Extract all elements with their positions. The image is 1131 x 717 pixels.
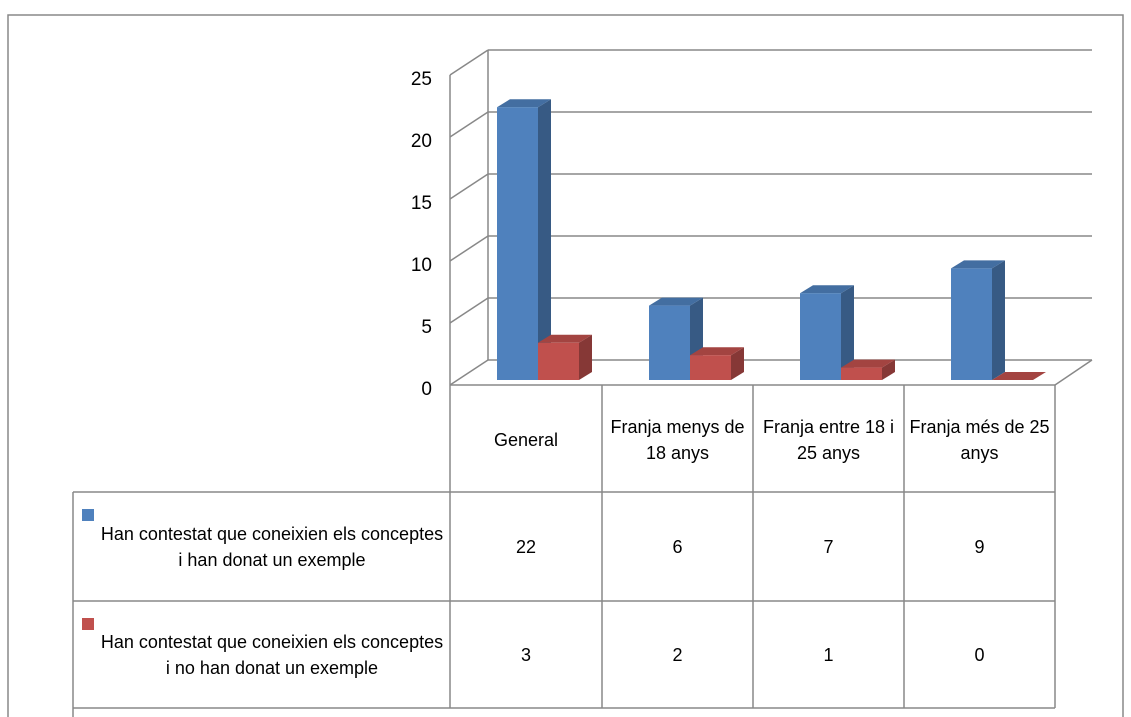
table-value-box: 3 [520,644,531,665]
bar-front [497,107,538,380]
chart-frame [7,14,1124,717]
side-grid-line [449,359,489,386]
bar [538,334,592,380]
bar-side [731,347,744,380]
side-grid-line [449,235,489,262]
bar-front [800,293,841,380]
bar-top [800,285,854,294]
legend-label: Han contestat que coneixien els concepte… [100,523,444,570]
table-value-box: 7 [823,536,834,557]
table-value-box: 9 [974,536,985,557]
side-grid-line [449,111,489,138]
x-tick-label: Franja entre 18 i 25 anys [762,417,895,463]
bar [690,347,744,380]
legend-label: Han contestat que coneixien els concepte… [100,631,444,678]
table-value-box: 0 [974,644,985,665]
table-value: 0 [974,644,985,665]
table-value: 2 [672,644,683,665]
table-value: 1 [823,644,834,665]
table-value: 6 [672,536,683,557]
y-tick-label: 20 [411,131,432,152]
bar [497,99,551,380]
x-tick-label-box: General [493,430,559,450]
bar-front [538,342,579,380]
y-tick-label: 0 [421,379,432,400]
x-tick-label-box: Franja menys de 18 anys [610,417,745,463]
bar [951,260,1005,380]
bar-side [882,359,895,380]
bar-top [690,347,744,356]
table-value-box: 6 [672,536,683,557]
bar-side [992,260,1005,380]
bar [992,372,1046,380]
table-value: 7 [823,536,834,557]
bar-top [992,372,1046,380]
y-tick-label: 25 [411,69,432,90]
table-value-box: 22 [515,536,537,557]
x-tick-label: Franja més de 25 anys [909,417,1050,463]
bar-top [951,260,1005,269]
x-tick-label: General [493,430,559,450]
bar-front [841,367,882,380]
bar-side [579,334,592,380]
x-tick-label-box: Franja més de 25 anys [909,417,1050,463]
bar-front [649,305,690,380]
bar-side [538,99,551,380]
y-tick-label: 15 [411,193,432,214]
bar-front [951,268,992,380]
x-tick-label: Franja menys de 18 anys [610,417,745,463]
table-value-box: 2 [672,644,683,665]
legend-label-box: Han contestat que coneixien els concepte… [100,523,444,570]
bar-top [649,297,703,306]
legend-swatch [82,618,94,630]
x-tick-label-box: Franja entre 18 i 25 anys [762,417,895,463]
bar-top [497,99,551,108]
legend-label-box: Han contestat que coneixien els concepte… [100,631,444,678]
bar [841,359,895,380]
bar-top [841,359,895,368]
side-grid-line [449,49,489,76]
floor-right-edge [1054,359,1093,386]
table-value: 3 [520,644,531,665]
table-value: 22 [515,536,537,557]
table-value: 9 [974,536,985,557]
side-grid-line [449,173,489,200]
bar-side [841,285,854,380]
y-tick-label: 5 [421,317,432,338]
bar-top [538,334,592,343]
side-grid-line [449,297,489,324]
table-value-box: 1 [823,644,834,665]
legend-swatch [82,509,94,521]
bar [800,285,854,380]
y-tick-label: 10 [411,255,432,276]
bar-front [690,355,731,380]
